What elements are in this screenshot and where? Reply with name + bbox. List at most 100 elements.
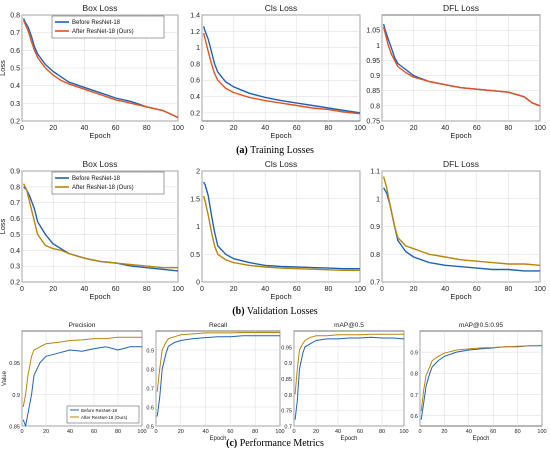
y-tick-label: 0.85 — [281, 377, 292, 383]
series-line-after — [22, 20, 179, 119]
y-tick-label: 0.8 — [410, 372, 418, 378]
x-tick-label: 80 — [252, 429, 258, 435]
x-tick-label: 40 — [466, 429, 472, 435]
series-line-before — [156, 335, 280, 417]
series-line-after — [22, 183, 178, 269]
legend-box — [51, 15, 165, 39]
chart-map50: mAP@0.5 0 20 40 60 80 100 0.7 0.75 0.8 0.85 0.9 0.95… — [281, 322, 408, 442]
x-tick-label: 60 — [112, 286, 120, 293]
x-tick-label: 100 — [399, 429, 408, 435]
x-tick-label: 80 — [325, 125, 333, 132]
x-tick-label: 0 — [20, 429, 23, 435]
y-tick-label: 1.05 — [366, 28, 380, 35]
plot-area — [201, 14, 361, 122]
y-tick-label: 1.2 — [190, 29, 200, 36]
y-tick-label: 0.6 — [146, 406, 154, 412]
x-tick-label: 40 — [441, 125, 449, 132]
x-tick-label: 20 — [49, 125, 57, 132]
y-tick-label: 1.5 — [190, 196, 200, 203]
legend-label: After ResNet-18 (Ours) — [81, 415, 128, 420]
y-tick-label: 0.8 — [10, 184, 20, 191]
x-tick-label: 40 — [67, 429, 73, 435]
y-tick-label: 0.7 — [284, 425, 292, 431]
chart-title: Box Loss — [83, 3, 118, 13]
y-tick-label: 0.75 — [366, 119, 380, 126]
y-tick-label: 0.5 — [190, 252, 200, 259]
y-tick-label: 0.8 — [10, 13, 20, 20]
chart-train-box: Box Loss 0 20 40 60 80 100 0.2 0.3 0.4 0.5 0.6 0.7 0.… — [0, 3, 184, 140]
x-tick-label: 60 — [473, 125, 481, 132]
x-tick-label: 0 — [20, 125, 24, 132]
x-tick-label: 100 — [137, 429, 146, 435]
x-tick-label: 80 — [115, 429, 121, 435]
x-tick-label: 100 — [354, 286, 366, 293]
y-tick-label: 0.7 — [10, 200, 20, 207]
y-tick-label: 0.9 — [410, 351, 418, 357]
legend-label: Before ResNet-18 — [81, 408, 118, 413]
chart-map5095: mAP@0.5:0.95 0 20 40 60 80 100 0.6 0.7 0.8 0.9 Epoc… — [410, 322, 546, 442]
x-tick-label: 20 — [230, 286, 238, 293]
series-line-after — [202, 195, 360, 271]
legend-label: Before ResNet-18 — [72, 20, 121, 26]
series-line-after — [294, 333, 404, 395]
chart-recall: Recall 0 20 40 60 80 100 0.5 0.6 0.7 0.8 0.9 Epoch — [146, 322, 284, 442]
x-tick-label: 0 — [292, 429, 295, 435]
y-tick-label: 0.7 — [146, 387, 154, 393]
y-tick-label: 0.5 — [10, 66, 20, 73]
x-tick-label: 80 — [505, 286, 513, 293]
legend-box — [66, 405, 140, 424]
plot-area — [155, 330, 281, 427]
y-tick-label: 0.5 — [146, 425, 154, 431]
y-tick-label: 0.6 — [190, 78, 200, 85]
caption-c: (c) Performance Metrics — [226, 438, 324, 449]
chart-train-cls: Cls Loss 0 20 40 60 80 100 0.2 0.4 0.6 0.8 1 1.2 1.4 E… — [190, 3, 366, 140]
x-tick-label: 80 — [379, 429, 385, 435]
chart-val-dfl: DFL Loss 0 20 40 60 80 100 0.7 0.8 0.9 1 1.1 Epoch — [370, 159, 546, 301]
y-tick-label: 0.8 — [370, 103, 380, 110]
series-line-before — [23, 186, 179, 272]
x-tick-label: 40 — [203, 429, 209, 435]
caption-b: (b) Validation Losses — [232, 306, 317, 317]
y-tick-label: 0.8 — [370, 252, 380, 259]
x-tick-label: 60 — [112, 125, 120, 132]
plot-area — [419, 330, 543, 427]
x-tick-label: 80 — [505, 125, 513, 132]
x-axis-label: Epoch — [209, 436, 226, 442]
series-line-before — [202, 26, 361, 114]
y-tick-label: 0.3 — [10, 264, 20, 271]
y-tick-label: 0.3 — [10, 101, 20, 108]
y-tick-label: 0.5 — [10, 232, 20, 239]
x-axis-label: Epoch — [450, 292, 471, 301]
x-tick-label: 0 — [200, 125, 204, 132]
y-tick-label: 0.7 — [10, 30, 20, 37]
series-line-after — [382, 26, 541, 107]
chart-title: Box Loss — [83, 159, 118, 169]
x-tick-label: 60 — [490, 429, 496, 435]
y-tick-label: 0.7 — [370, 280, 380, 287]
x-axis-label: Epoch — [89, 131, 110, 140]
legend-label: After ResNet-18 (Ours) — [72, 29, 134, 35]
x-axis-label: Epoch — [270, 292, 291, 301]
y-tick-label: 0.4 — [10, 83, 20, 90]
x-tick-label: 60 — [473, 286, 481, 293]
x-tick-label: 0 — [200, 286, 204, 293]
y-tick-label: 0.8 — [284, 393, 292, 399]
x-tick-label: 20 — [43, 429, 49, 435]
y-tick-label: 0.95 — [9, 361, 20, 367]
x-tick-label: 20 — [410, 286, 418, 293]
x-tick-label: 100 — [534, 125, 546, 132]
x-tick-label: 100 — [275, 429, 284, 435]
x-tick-label: 20 — [410, 125, 418, 132]
y-tick-label: 0.9 — [10, 169, 20, 176]
caption-a: (a) Training Losses — [236, 145, 314, 156]
y-tick-label: 0.6 — [10, 216, 20, 223]
y-tick-label: 1.1 — [370, 169, 380, 176]
y-tick-label: 0.85 — [366, 88, 380, 95]
x-tick-label: 0 — [418, 429, 421, 435]
y-tick-label: 0.2 — [190, 110, 200, 117]
x-axis-label: Epoch — [89, 292, 110, 301]
series-line-after — [156, 332, 280, 392]
legend: Before ResNet-18 After ResNet-18 (Ours) — [51, 171, 165, 195]
x-tick-label: 20 — [441, 429, 447, 435]
